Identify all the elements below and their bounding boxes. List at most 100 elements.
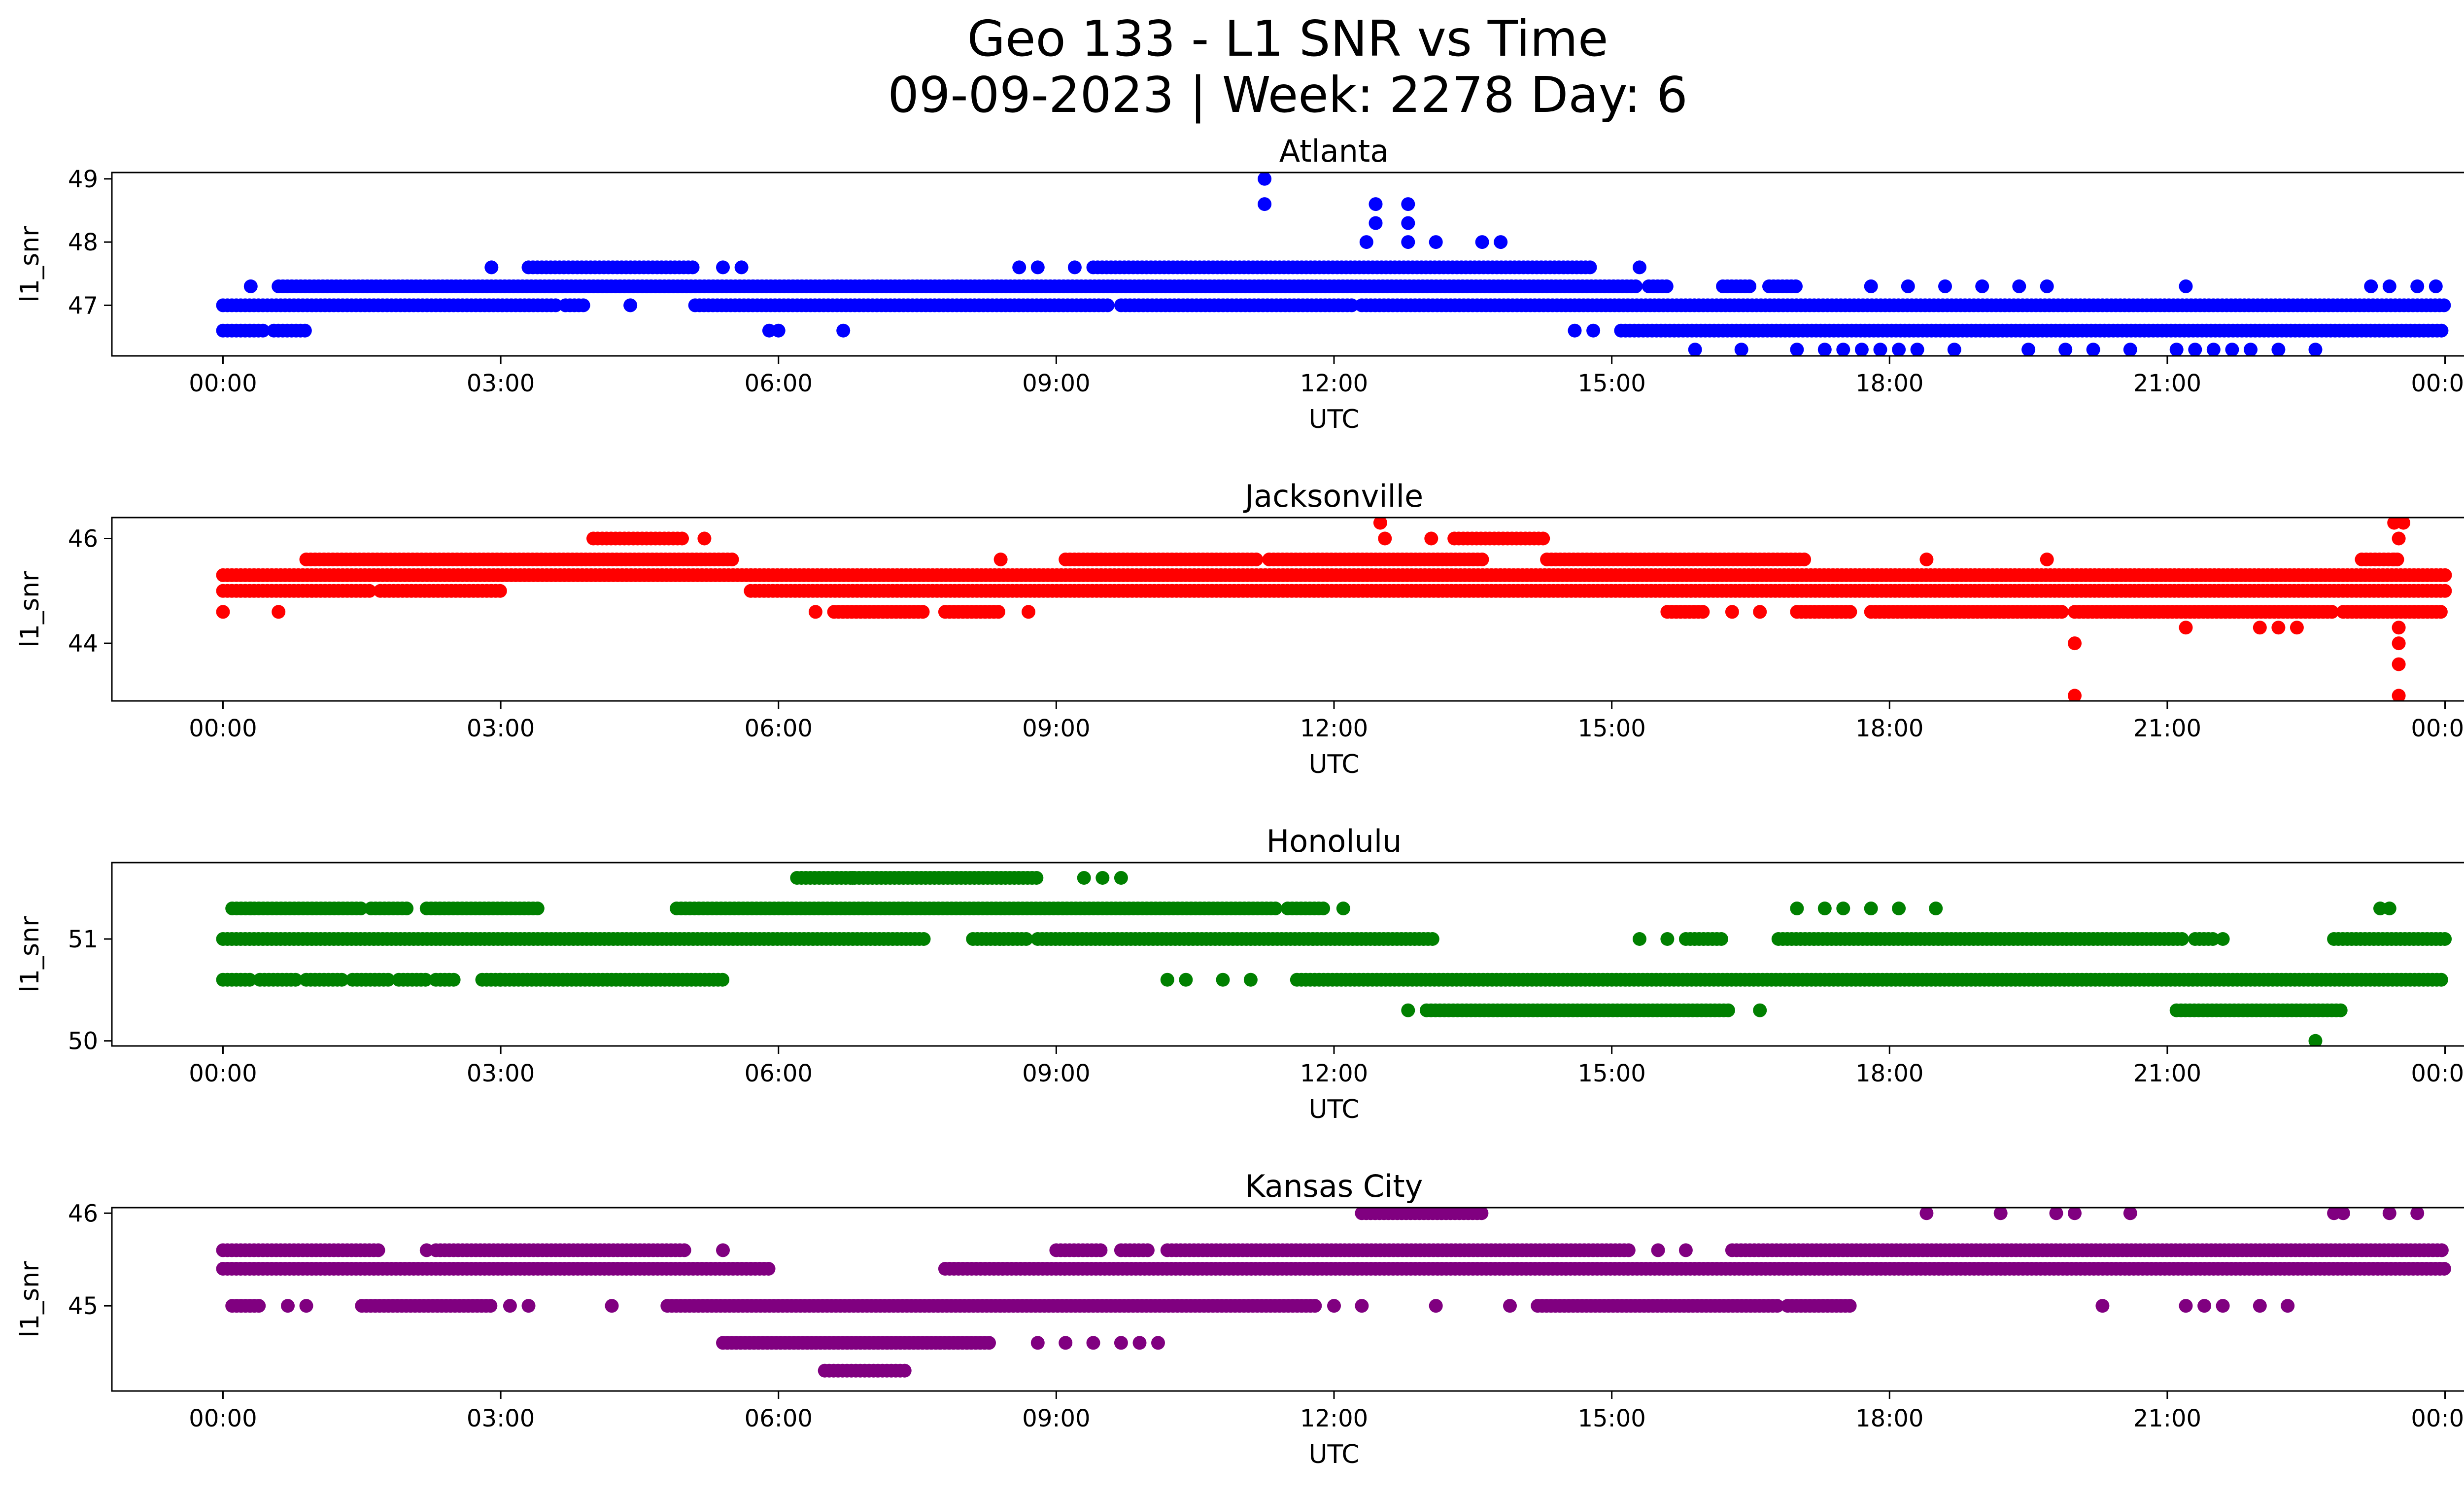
data-point: [1094, 1243, 1108, 1257]
data-point: [576, 298, 590, 313]
data-point: [1688, 343, 1702, 356]
data-point: [1938, 279, 1952, 293]
y-tick-label: 46: [68, 525, 98, 553]
data-point: [716, 973, 730, 987]
data-point: [2433, 605, 2448, 619]
data-point: [1753, 1003, 1767, 1017]
data-point: [2206, 343, 2221, 356]
data-point: [2392, 636, 2406, 651]
data-point: [1308, 1299, 1322, 1313]
data-point: [2040, 553, 2054, 566]
data-point: [2216, 932, 2230, 946]
scatter-series: [216, 173, 2451, 356]
data-point: [2308, 1034, 2323, 1046]
data-point: [1633, 932, 1646, 946]
data-point: [242, 973, 257, 987]
x-tick-label: 06:00: [745, 1060, 813, 1087]
figure-subtitle: 09-09-2023 | Week: 2278 Day: 6: [888, 66, 1688, 124]
figure-title: Geo 133 - L1 SNR vs Time: [967, 10, 1608, 68]
data-point: [1401, 1003, 1415, 1017]
data-point: [1725, 605, 1739, 619]
data-point: [354, 902, 368, 915]
data-point: [2206, 932, 2220, 946]
data-point: [2068, 636, 2082, 651]
data-point: [548, 298, 563, 313]
data-point: [2434, 973, 2448, 987]
data-point: [1770, 1299, 1784, 1313]
x-tick-label: 18:00: [1855, 1060, 1923, 1087]
data-point: [1067, 260, 1082, 275]
data-point: [2012, 279, 2026, 293]
data-point: [1929, 902, 1943, 915]
data-point: [1901, 279, 1915, 293]
data-point: [1140, 1243, 1155, 1257]
data-point: [1790, 343, 1804, 356]
data-point: [1753, 605, 1767, 619]
y-axis-label: l1_snr: [15, 226, 45, 303]
data-point: [493, 584, 507, 598]
data-point: [1817, 343, 1832, 356]
data-point: [335, 973, 349, 987]
x-tick-label: 09:00: [1022, 1060, 1090, 1087]
y-tick-label: 48: [68, 229, 98, 256]
data-point: [2123, 343, 2137, 356]
data-point: [1249, 553, 1264, 566]
x-tick-label: 12:00: [1300, 715, 1368, 742]
data-point: [1817, 902, 1832, 915]
x-tick-label: 18:00: [1855, 715, 1923, 742]
data-point: [2271, 343, 2286, 356]
data-point: [1243, 973, 1258, 987]
x-tick-label: 12:00: [1300, 370, 1368, 397]
y-axis-label: l1_snr: [15, 571, 45, 648]
data-point: [916, 605, 930, 619]
data-point: [808, 605, 822, 619]
data-point: [1029, 871, 1044, 885]
data-point: [2054, 605, 2069, 619]
data-point: [243, 279, 258, 293]
data-point: [2169, 343, 2184, 356]
data-point: [2333, 1003, 2348, 1017]
x-tick-label: 06:00: [745, 715, 813, 742]
data-point: [418, 973, 433, 987]
data-point: [1019, 932, 1033, 946]
data-point: [1621, 1243, 1636, 1257]
y-tick-label: 50: [68, 1028, 98, 1055]
data-point: [2179, 621, 2193, 635]
data-point: [1836, 902, 1850, 915]
data-point: [2040, 279, 2054, 293]
data-point: [1843, 605, 1857, 619]
data-point: [1258, 197, 1272, 211]
x-tick-label: 09:00: [1022, 715, 1090, 742]
x-tick-label: 18:00: [1855, 370, 1923, 397]
data-point: [2410, 279, 2425, 293]
data-point: [1947, 343, 1961, 356]
y-tick-label: 51: [68, 926, 98, 953]
data-point: [771, 323, 786, 338]
subplot-title: Honolulu: [1266, 823, 1402, 859]
data-point: [1919, 553, 1934, 566]
data-point: [2086, 343, 2100, 356]
data-point: [1734, 343, 1748, 356]
scatter-series: [216, 1208, 2451, 1378]
scatter-series: [216, 871, 2452, 1046]
x-tick-label: 21:00: [2133, 1060, 2201, 1087]
data-point: [252, 1299, 266, 1313]
data-point: [1854, 343, 1869, 356]
x-tick-label: 00:00: [2411, 715, 2464, 742]
data-point: [1475, 553, 1489, 566]
data-point: [298, 323, 312, 338]
data-point: [917, 932, 931, 946]
data-point: [1910, 343, 1924, 356]
data-point: [272, 605, 286, 619]
axes-frame: [111, 862, 2464, 1047]
data-point: [1216, 973, 1230, 987]
x-tick-label: 00:00: [189, 715, 257, 742]
scatter-series: [216, 518, 2452, 701]
y-tick-label: 49: [68, 166, 98, 193]
data-point: [1401, 197, 1415, 211]
y-axis-label: l1_snr: [15, 916, 45, 993]
